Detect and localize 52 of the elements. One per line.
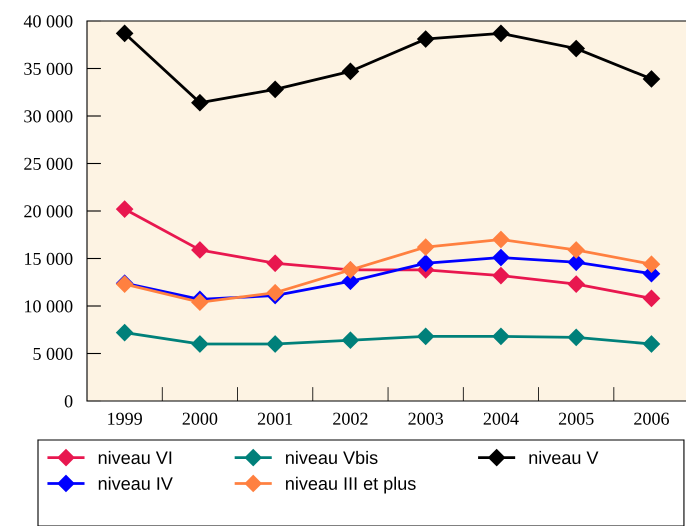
y-tick-label: 20 000 [24,205,72,218]
point [191,335,208,353]
x-tick-label: 2002 [333,412,368,425]
x-tick-label: 2006 [634,412,669,425]
x-tick-label: 1999 [108,412,142,425]
legend-label: niveau III et plus [286,476,416,494]
point [568,276,585,293]
point [342,332,359,349]
point [417,238,434,256]
point [568,40,585,58]
x-tick-label: 2005 [558,412,594,425]
point [266,335,284,353]
x-tick-label: 2000 [182,412,218,425]
point [191,294,208,311]
point [266,80,284,98]
legend-label: niveau IV [98,476,173,490]
point [116,200,134,218]
point [568,328,585,346]
point [492,328,510,345]
point [642,256,660,273]
legend-label: niveau V [529,450,598,464]
point [642,70,660,88]
point [191,241,208,258]
legend-label: niveau Vbis [286,450,378,464]
y-tick-label: 5 000 [34,348,72,360]
point [568,241,585,258]
point [492,267,510,284]
y-tick-label: 30 000 [24,110,72,122]
point [191,94,208,112]
y-tick-label: 15 000 [25,252,72,265]
point [116,24,134,42]
y-tick-label: 0 [64,395,72,408]
point [417,30,434,48]
point [492,249,510,266]
y-tick-label: 10 000 [25,300,72,312]
x-tick-label: 2004 [484,412,519,425]
legend-label: niveau VI [98,450,172,464]
point [342,62,359,80]
y-tick-label: 25 000 [24,158,72,170]
point [492,24,510,42]
point [642,335,660,353]
x-tick-label: 2001 [258,412,292,425]
point [266,254,284,272]
y-tick-label: 35 000 [24,62,72,75]
point [116,324,134,342]
point [492,230,510,248]
point [417,328,434,345]
x-tick-label: 2003 [408,412,444,425]
point [642,290,660,307]
y-tick-label: 40 000 [24,15,72,28]
point [417,254,434,272]
point [266,284,284,302]
